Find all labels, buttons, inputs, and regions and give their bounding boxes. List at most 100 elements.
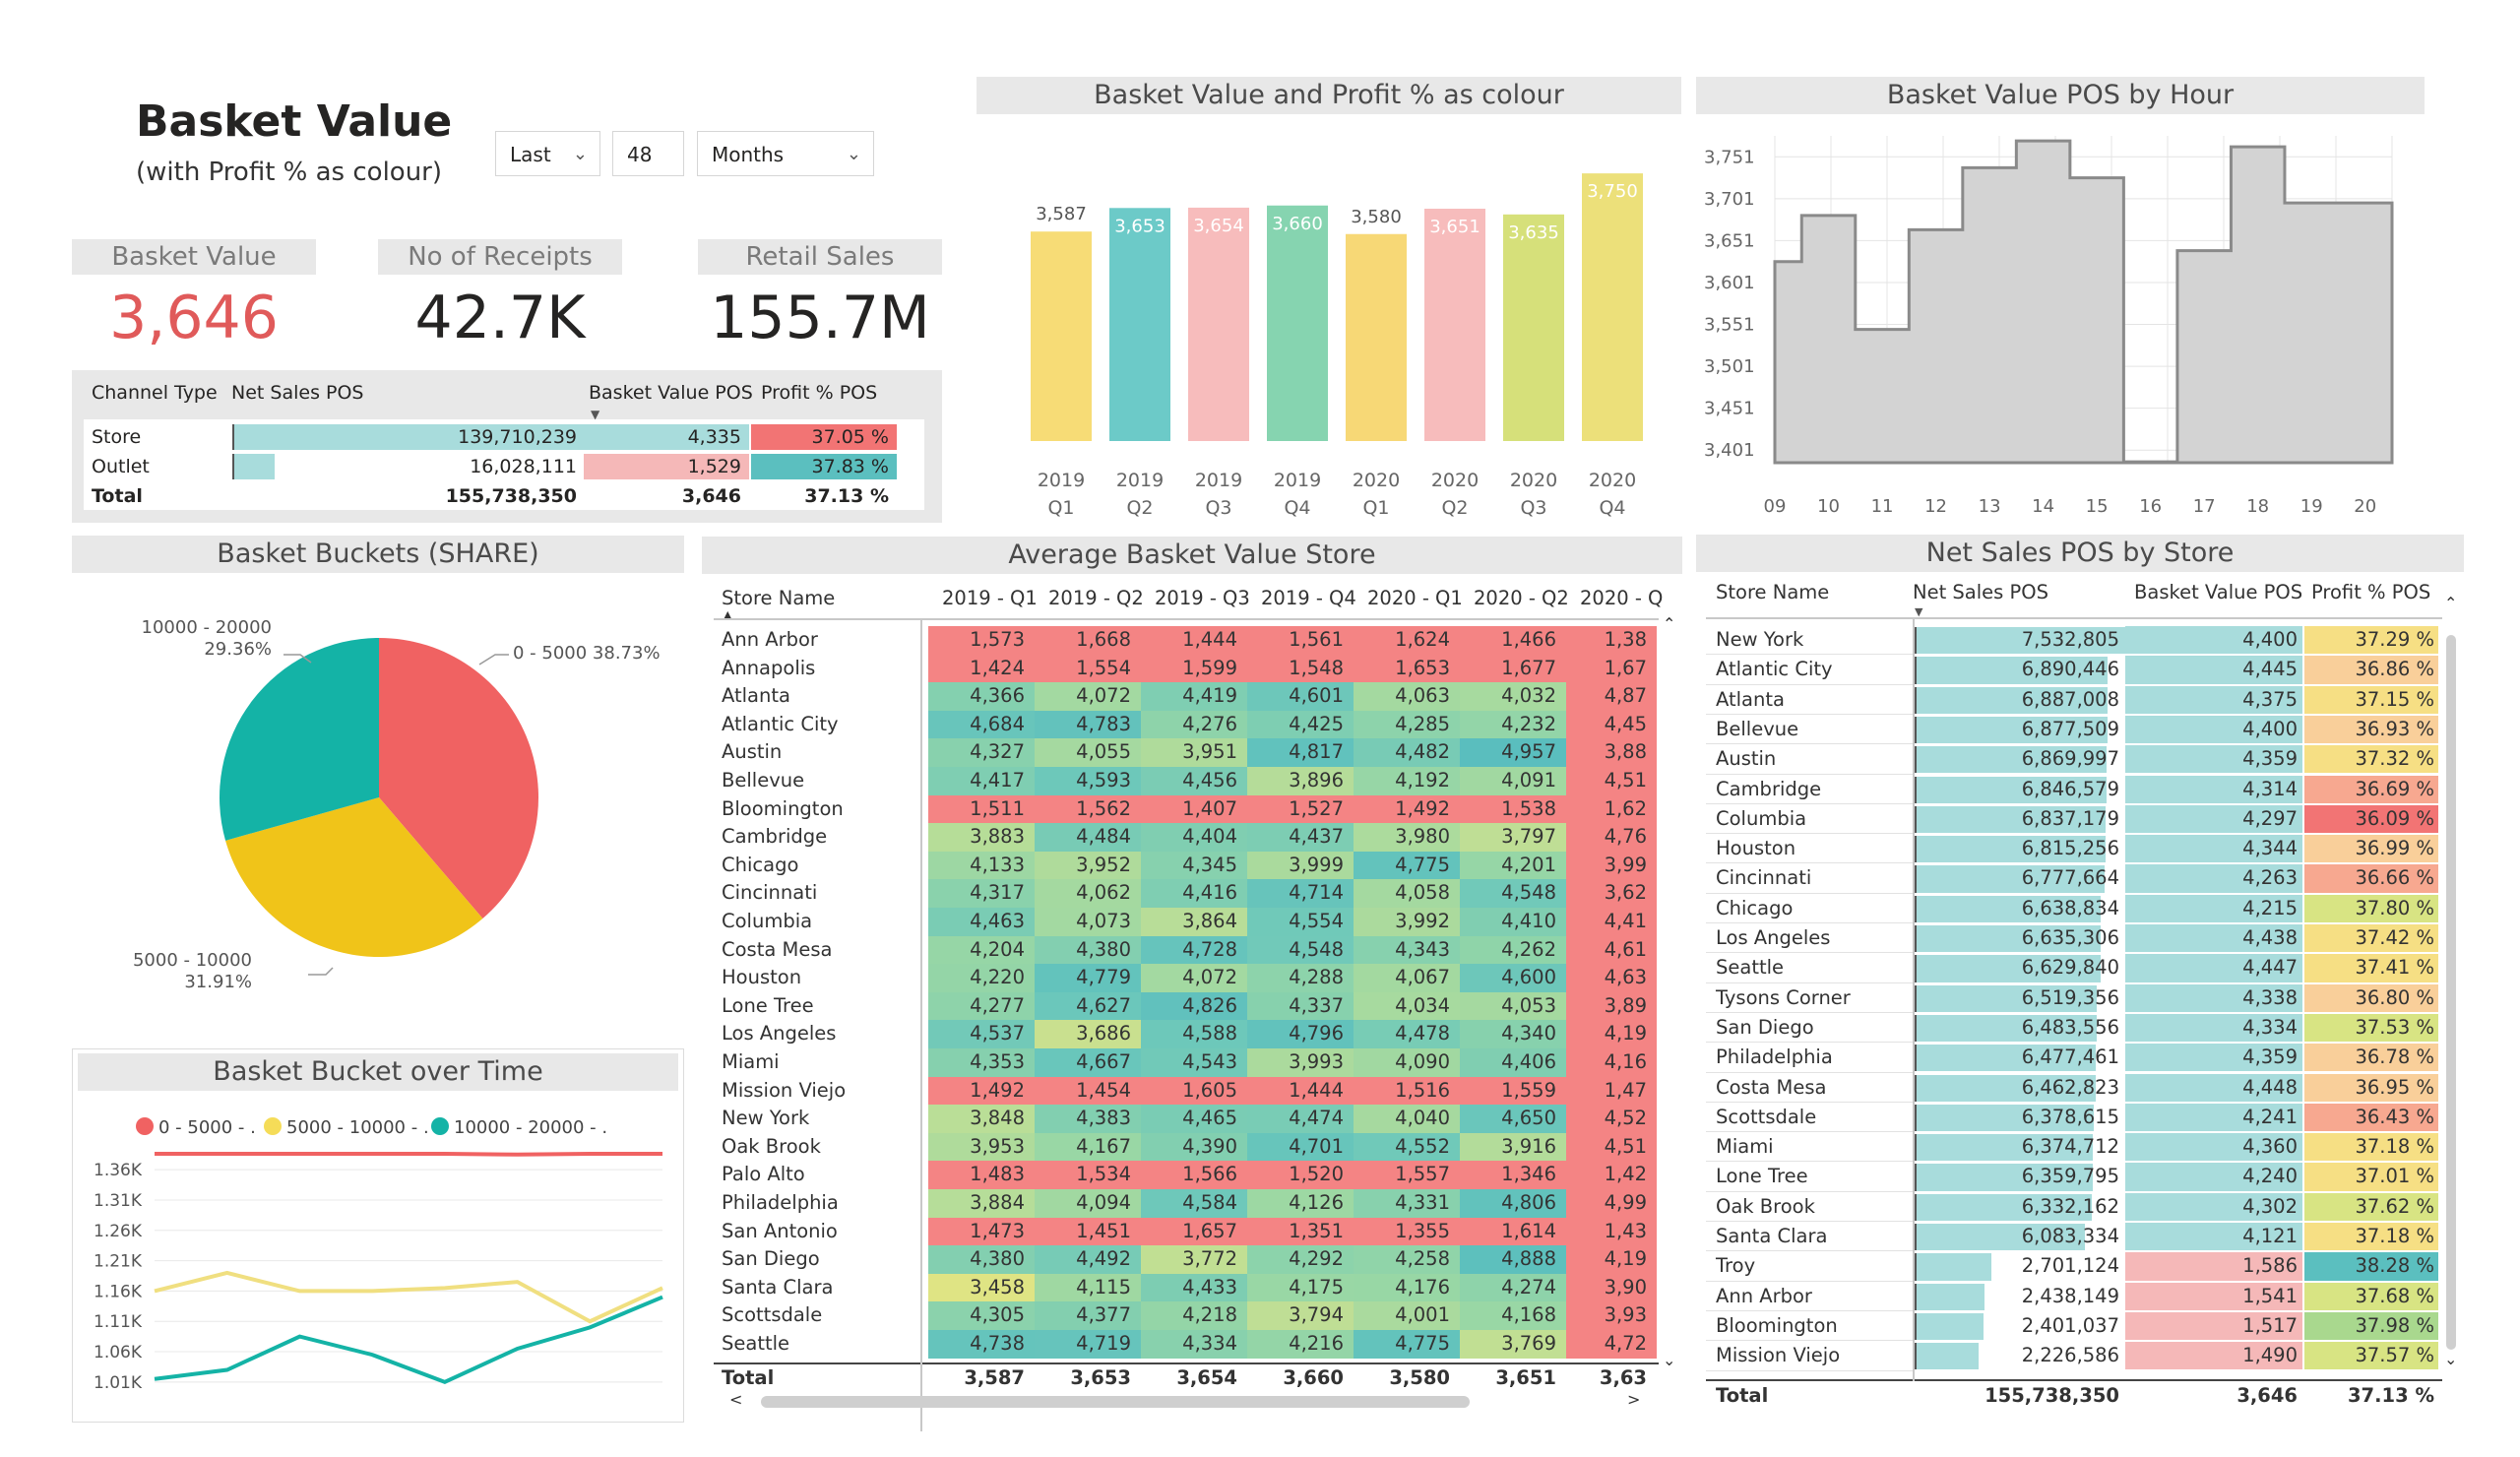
scroll-up-icon[interactable]: ⌃ [2444, 594, 2458, 612]
hour-step-area[interactable] [1773, 139, 2394, 465]
matrix-total-label: Total [722, 1365, 775, 1389]
matrix-cell: 3,794 [1247, 1301, 1354, 1330]
ns-net-value: 6,638,834 [2021, 896, 2119, 919]
ns-header-basket[interactable]: Basket Value POS [2134, 581, 2303, 603]
ns-net-bar [1915, 955, 2101, 982]
ns-header-profit[interactable]: Profit % POS [2311, 581, 2431, 603]
line-y-tick: 1.06K [94, 1343, 143, 1362]
ns-store-name: San Diego [1716, 1015, 1814, 1039]
matrix-col-header[interactable]: 2019 - Q1 [942, 587, 1038, 609]
pie-slice[interactable] [220, 638, 379, 841]
basket-quarter-chart: 3,587 2019 Q1 3,653 2019 Q2 3,654 2019 Q3 3,660 20… [1031, 173, 1643, 519]
matrix-cell: 4,072 [1035, 682, 1141, 711]
ns-basket-value: 4,447 [2242, 956, 2298, 980]
matrix-cell: 4,337 [1247, 991, 1354, 1021]
ns-net-value: 6,887,008 [2021, 687, 2119, 711]
row-divider [1706, 713, 1913, 715]
matrix-cell: 3,864 [1141, 908, 1247, 936]
ns-net-bar [1915, 746, 2107, 774]
matrix-cell: 1,62 [1566, 794, 1657, 824]
ns-basket-value: 4,400 [2242, 628, 2298, 651]
horizontal-scrollbar[interactable] [761, 1395, 1470, 1408]
ns-store-name: Bloomington [1716, 1313, 1838, 1337]
ns-store-name: Oak Brook [1716, 1194, 1815, 1218]
matrix-cell: 4,456 [1141, 767, 1247, 795]
kpi-basket-value: 3,646 [109, 284, 279, 352]
chevron-down-icon: ⌄ [572, 144, 588, 164]
ns-net-bar [1915, 1074, 2096, 1102]
scroll-down-icon[interactable]: ⌄ [2444, 1349, 2458, 1368]
row-divider [1706, 1309, 1913, 1311]
matrix-cell: 4,218 [1141, 1301, 1247, 1330]
header-divider [1706, 617, 2442, 619]
matrix-cell: 3,89 [1566, 991, 1657, 1021]
matrix-row-label: San Diego [722, 1247, 820, 1271]
sort-arrow-icon[interactable]: ▼ [1915, 605, 1923, 618]
ns-profit-cell [2304, 775, 2438, 803]
pie-slice[interactable] [379, 638, 538, 919]
matrix-row-label: Scottsdale [722, 1303, 823, 1327]
series-line[interactable] [154, 1270, 663, 1324]
scroll-up-icon[interactable]: ⌃ [1663, 614, 1676, 633]
ns-store-name: Tysons Corner [1716, 985, 1851, 1009]
ns-store-name: New York [1716, 628, 1804, 651]
matrix-cell: 1,559 [1460, 1076, 1566, 1106]
series-line[interactable] [155, 1152, 662, 1157]
sort-arrow-icon[interactable]: ▼ [591, 408, 600, 421]
matrix-col-header[interactable]: 2019 - Q2 [1048, 587, 1144, 609]
row-divider [1706, 1101, 1913, 1103]
ns-basket-cell [2125, 1311, 2302, 1341]
count-input[interactable]: 48 [612, 131, 684, 176]
quarter-bar[interactable] [1188, 207, 1249, 441]
quarter-bar[interactable] [1503, 214, 1564, 441]
total-divider [714, 1362, 1659, 1364]
quarter-bar[interactable] [1582, 173, 1643, 441]
matrix-col-header[interactable]: 2020 - Q1 [1367, 587, 1463, 609]
scroll-down-icon[interactable]: ⌄ [1663, 1350, 1676, 1369]
ns-basket-cell [2125, 1133, 2302, 1162]
ns-total-basket: 3,646 [2236, 1383, 2298, 1407]
matrix-col-header[interactable]: 2020 - Q [1580, 587, 1664, 609]
channel-profit-cell [751, 424, 897, 450]
matrix-cell: 1,451 [1035, 1217, 1141, 1246]
quarter-bar[interactable] [1346, 233, 1407, 441]
matrix-cell: 1,492 [928, 1076, 1035, 1106]
matrix-row-header[interactable]: Store Name [722, 587, 836, 609]
ns-header-store[interactable]: Store Name [1716, 581, 1830, 603]
matrix-col-header[interactable]: 2019 - Q3 [1155, 587, 1250, 609]
pie-label: 0 - 5000 38.73% [513, 643, 661, 664]
pie-slice[interactable] [225, 797, 483, 957]
hour-y-tick: 3,751 [1704, 147, 1755, 167]
matrix-cell: 4,380 [928, 1245, 1035, 1274]
ns-profit-cell [2304, 1163, 2438, 1191]
legend-label[interactable]: 5000 - 10000 - . [286, 1117, 429, 1138]
period-dropdown[interactable]: Last ⌄ [495, 131, 600, 176]
quarter-bar[interactable] [1031, 231, 1092, 441]
ns-profit-cell [2304, 1192, 2438, 1221]
ns-basket-value: 4,263 [2242, 866, 2298, 890]
vertical-scrollbar[interactable] [2446, 635, 2456, 1350]
quarter-bar-label: 3,635 [1508, 222, 1559, 243]
quarter-bar[interactable] [1267, 205, 1328, 441]
matrix-col-header[interactable]: 2020 - Q2 [1474, 587, 1569, 609]
ns-basket-value: 1,490 [2242, 1344, 2298, 1367]
pie-label: 29.36% [204, 639, 272, 660]
matrix-cell: 4,063 [1354, 682, 1460, 711]
quarter-bar[interactable] [1424, 209, 1485, 441]
matrix-cell: 4,340 [1460, 1020, 1566, 1048]
legend-label[interactable]: 0 - 5000 - . [158, 1117, 256, 1138]
row-divider [1706, 1280, 1913, 1282]
matrix-col-header[interactable]: 2019 - Q4 [1261, 587, 1356, 609]
unit-dropdown[interactable]: Months ⌄ [697, 131, 874, 176]
sort-arrow-icon[interactable]: ▲ [724, 608, 732, 621]
scroll-right-icon[interactable]: > [1627, 1389, 1641, 1409]
channel-total-label: Total [92, 485, 143, 507]
series-line[interactable] [154, 1295, 663, 1385]
quarter-bar[interactable] [1109, 208, 1170, 441]
ns-header-net[interactable]: Net Sales POS [1913, 581, 2049, 603]
scroll-left-icon[interactable]: < [729, 1389, 743, 1409]
matrix-cell: 3,686 [1035, 1020, 1141, 1048]
channel-total-profit: 37.13 % [804, 485, 889, 507]
basket-hour-chart: 3,751 3,701 3,651 3,601 3,551 3,501 3,451 3,401… [1704, 136, 2394, 517]
legend-label[interactable]: 10000 - 20000 - . [454, 1117, 607, 1138]
